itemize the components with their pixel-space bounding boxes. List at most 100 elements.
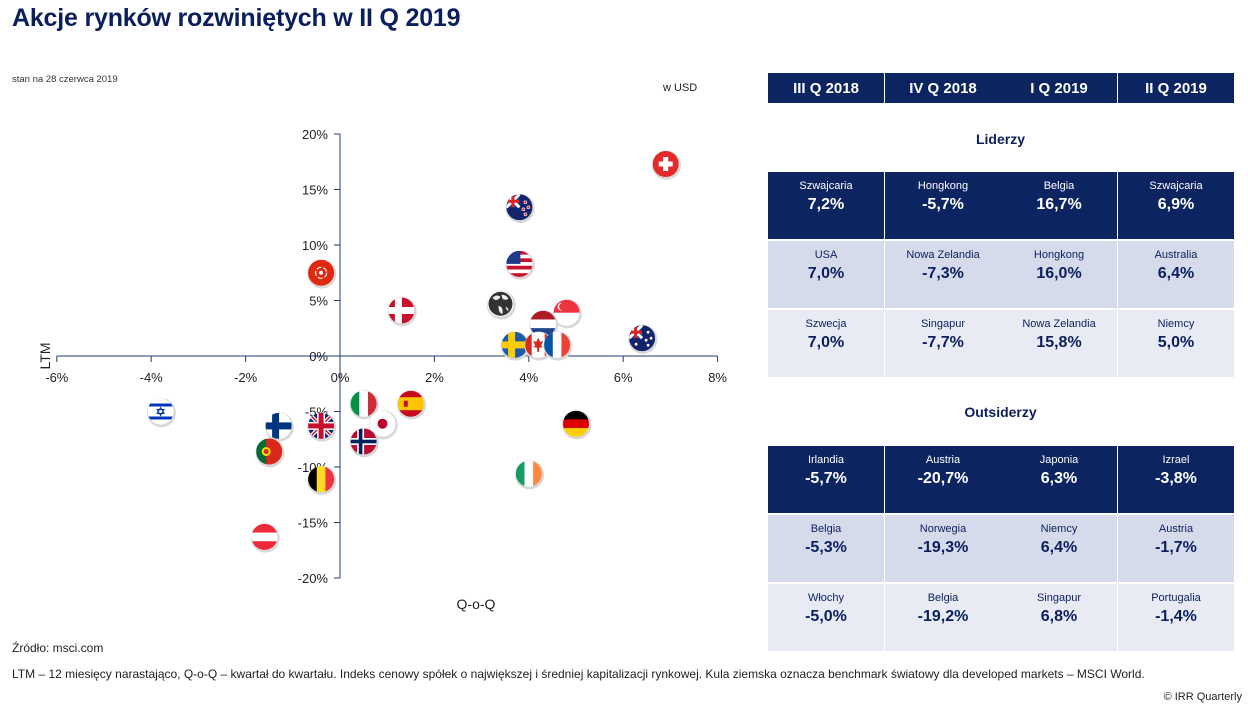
return-value: -5,7% [805, 470, 847, 487]
table-cell: Japonia 6,3% [1001, 446, 1117, 513]
table-cell: Belgia -19,2% [885, 584, 1001, 651]
table-cell: Hongkong -5,7% [885, 172, 1001, 239]
denmark-flag-icon [387, 297, 417, 327]
return-value: 6,8% [1040, 608, 1078, 625]
australia-flag-icon [628, 324, 658, 354]
japan-flag-icon [368, 410, 398, 440]
country-name: Szwajcaria [1149, 180, 1203, 192]
page-title: Akcje rynków rozwiniętych w II Q 2019 [12, 4, 461, 32]
country-name: Niemcy [1157, 318, 1195, 330]
country-name: Hongkong [917, 180, 969, 192]
y-tick-label: 15% [302, 183, 328, 198]
quarter-header-4: II Q 2019 [1118, 73, 1234, 103]
footnote: LTM – 12 miesięcy narastająco, Q-o-Q – k… [12, 667, 1145, 681]
return-value: 7,0% [807, 265, 845, 282]
belgium-flag-icon [307, 465, 337, 495]
hong-kong-flag-icon [307, 259, 337, 289]
return-value: 7,2% [807, 196, 845, 213]
country-name: Singapur [1036, 592, 1082, 604]
ireland-flag-icon [515, 460, 545, 490]
return-value: 15,8% [1036, 334, 1082, 351]
country-name: Austria [925, 454, 961, 466]
x-tick-label: 8% [708, 370, 727, 385]
table-cell: Singapur -7,7% [885, 310, 1001, 377]
table-cell: Izrael -3,8% [1118, 446, 1234, 513]
finland-flag-icon [264, 412, 294, 442]
return-value: -5,7% [922, 196, 964, 213]
table-cell: Belgia 16,7% [1001, 172, 1117, 239]
quarter-header-1: III Q 2018 [768, 73, 884, 103]
x-tick-label: -2% [234, 370, 258, 385]
quarter-header-2: IV Q 2018 [885, 73, 1001, 103]
return-value: 16,7% [1036, 196, 1082, 213]
table-cell: Irlandia -5,7% [768, 446, 884, 513]
y-tick-label: -15% [298, 516, 329, 531]
country-name: Austria [1158, 523, 1194, 535]
usa-flag-icon [505, 250, 535, 280]
italy-flag-icon [349, 390, 379, 420]
table-cell: Austria -20,7% [885, 446, 1001, 513]
table-cell: Szwajcaria 7,2% [768, 172, 884, 239]
return-value: -19,2% [917, 608, 969, 625]
return-value: 6,4% [1157, 265, 1195, 282]
x-tick-label: 2% [425, 370, 444, 385]
copyright: © IRR Quarterly [1163, 691, 1242, 703]
return-value: 7,0% [807, 334, 845, 351]
return-value: 6,9% [1157, 196, 1195, 213]
outsiders-title: Outsiderzy [964, 404, 1037, 420]
israel-flag-icon [146, 398, 176, 428]
country-name: Belgia [1043, 180, 1075, 192]
y-tick-label: 5% [309, 294, 328, 309]
country-name: Hongkong [1033, 249, 1085, 261]
table-cell: Australia 6,4% [1118, 241, 1234, 308]
country-name: Australia [1154, 249, 1198, 261]
return-value: -5,0% [805, 608, 847, 625]
chart-points [146, 150, 681, 553]
table-cell: Włochy -5,0% [768, 584, 884, 651]
country-name: Nowa Zelandia [1022, 318, 1096, 330]
scatter-chart: 20%15%10%5%0%-5%-10%-15%-20%-6% -4% -2% 0% 2… [37, 127, 727, 612]
table-cell: Nowa Zelandia -7,3% [885, 241, 1001, 308]
country-name: Norwegia [919, 523, 967, 535]
country-name: Japonia [1039, 454, 1079, 466]
spain-flag-icon [397, 390, 427, 420]
new-zealand-flag-icon [505, 194, 535, 223]
table-cell: Szwecja 7,0% [768, 310, 884, 377]
country-name: Szwecja [805, 318, 847, 330]
united-kingdom-flag-icon [307, 412, 337, 442]
return-value: -1,4% [1155, 608, 1197, 625]
country-name: Niemcy [1040, 523, 1078, 535]
country-name: Nowa Zelandia [906, 249, 980, 261]
table-cell: Niemcy 6,4% [1001, 515, 1117, 582]
table-cell: Singapur 6,8% [1001, 584, 1117, 651]
as-of-date: stan na 28 czerwca 2019 [12, 74, 118, 85]
country-name: Izrael [1162, 454, 1190, 466]
return-value: 6,4% [1040, 539, 1078, 556]
return-value: -20,7% [917, 470, 969, 487]
source-note: Źródło: msci.com [12, 641, 104, 655]
table-cell: Portugalia -1,4% [1118, 584, 1234, 651]
switzerland-flag-icon [652, 150, 681, 180]
chart-axes: 20%15%10%5%0%-5%-10%-15%-20%-6% -4% -2% 0% 2… [45, 127, 727, 586]
x-axis-label: Q-o-Q [457, 596, 496, 612]
country-name: Belgia [927, 592, 959, 604]
y-tick-label: -20% [298, 571, 329, 586]
sweden-flag-icon [500, 331, 530, 361]
country-name: Irlandia [807, 454, 845, 466]
leaders-table: Szwajcaria 7,2% Hongkong -5,7% Belgia 16,7% Sz… [768, 172, 1234, 377]
return-value: -7,3% [922, 265, 964, 282]
country-name: Portugalia [1151, 592, 1201, 604]
return-value: -1,7% [1155, 539, 1197, 556]
quarter-header-3: I Q 2019 [1001, 73, 1117, 103]
portugal-flag-icon [255, 438, 285, 468]
table-cell: Nowa Zelandia 15,8% [1001, 310, 1117, 377]
return-value: -5,3% [805, 539, 847, 556]
singapore-flag-icon [552, 299, 582, 329]
x-tick-label: 0% [331, 370, 350, 385]
return-value: -19,3% [917, 539, 969, 556]
outsiders-table: Irlandia -5,7% Austria -20,7% Japonia 6,3% Izr… [768, 446, 1234, 651]
table-cell: Niemcy 5,0% [1118, 310, 1234, 377]
x-tick-label: -6% [45, 370, 69, 385]
x-tick-label: -4% [140, 370, 164, 385]
y-tick-label: 20% [302, 127, 328, 142]
